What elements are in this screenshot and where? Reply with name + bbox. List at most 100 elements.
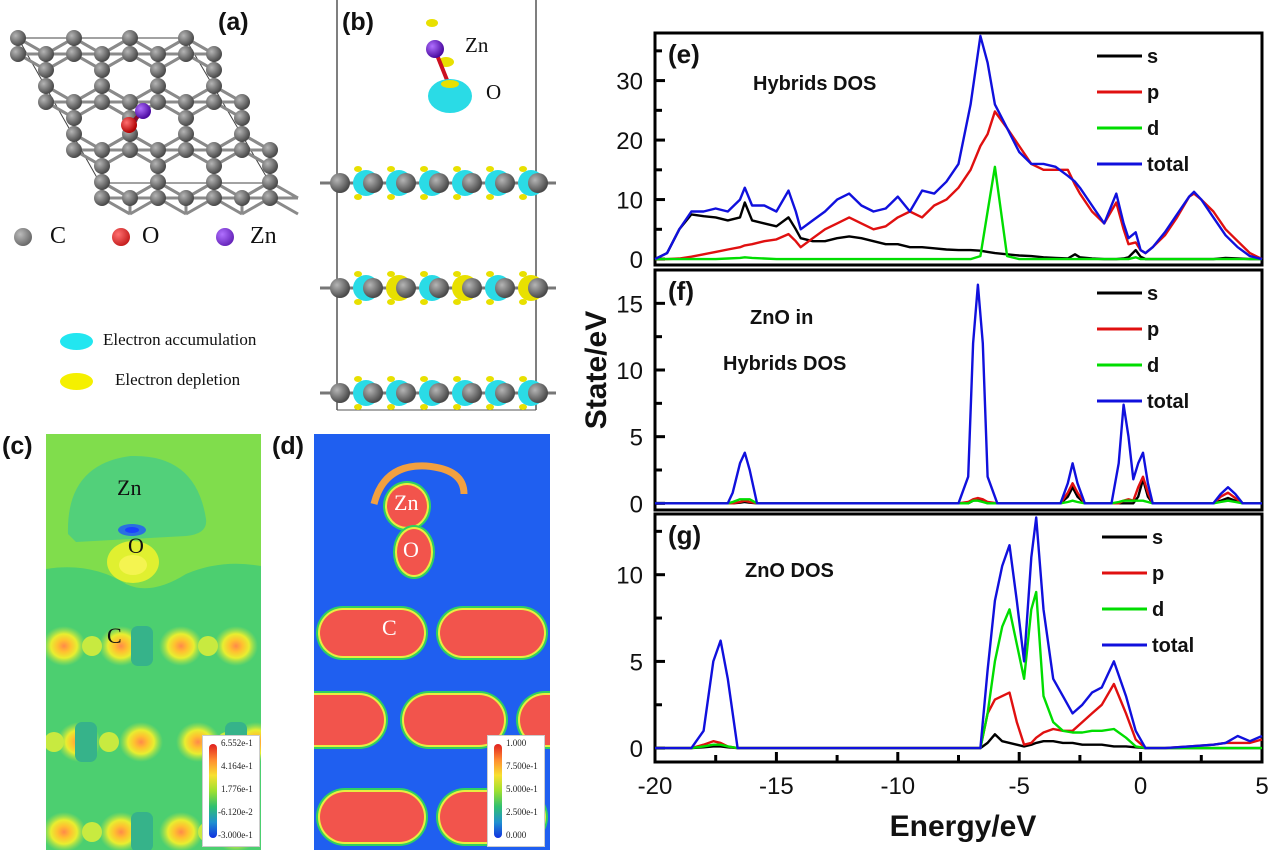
colorbar-tick: 1.776e-1	[221, 784, 253, 794]
carbon-atom	[528, 383, 548, 403]
o-label: O	[403, 537, 419, 562]
panel-label: (e)	[668, 39, 700, 69]
colorbar-tick: 5.000e-1	[506, 784, 538, 794]
dos-panel-f: 0 5 10 15 (f) ZnO in Hybrids DOS spd total	[616, 268, 1264, 518]
carbon-atom	[178, 110, 194, 126]
accumulation-lobe-o	[428, 79, 472, 113]
y-axis-label: State/eV	[580, 311, 613, 429]
plot-frame	[653, 268, 1264, 512]
x-tick-label: 5	[1255, 773, 1268, 800]
panel-c: (c) Zn O C 6.552e-1 4.164e-1 1.776e-1 -6…	[0, 430, 300, 850]
carbon-atom	[396, 383, 416, 403]
carbon-atom	[234, 142, 250, 158]
carbon-atom	[94, 190, 110, 206]
carbon-atom	[206, 78, 222, 94]
y-tick-label: 0	[630, 736, 643, 763]
colorbar-tick: 0.000	[506, 830, 527, 840]
carbon-atom	[495, 173, 515, 193]
plot-frame	[653, 512, 1264, 764]
y-tick-label: 10	[616, 358, 643, 385]
colorbar-tick: 2.500e-1	[506, 807, 538, 817]
y-tick-label: 20	[616, 128, 643, 155]
carbon-atom	[66, 94, 82, 110]
plot-frame	[653, 31, 1264, 267]
panel-title: ZnO in	[750, 307, 813, 329]
carbon-atom	[122, 30, 138, 46]
y-tick-label: 15	[616, 291, 643, 318]
panel-b-label: (b)	[342, 8, 374, 36]
carbon-atom	[150, 190, 166, 206]
carbon-atom	[206, 46, 222, 62]
carbon-atom	[178, 94, 194, 110]
carbon-atom	[462, 383, 482, 403]
series-total	[655, 516, 1263, 750]
carbon-atom	[206, 174, 222, 190]
o-label: O	[128, 533, 144, 558]
panel-b: (b) Zn O	[320, 0, 560, 420]
carbon-atom	[66, 126, 82, 142]
carbon-atom	[150, 174, 166, 190]
x-tick-label: -20	[638, 773, 673, 800]
carbon-atom	[122, 142, 138, 158]
carbon-atom	[396, 278, 416, 298]
carbon-atom	[66, 46, 82, 62]
zn-label: Zn	[394, 490, 419, 515]
carbon-atom	[122, 46, 138, 62]
c-label: C	[107, 623, 122, 648]
electron-localization-map	[314, 434, 550, 850]
carbon-atom	[122, 94, 138, 110]
carbon-atom	[206, 94, 222, 110]
panel-title: Hybrids DOS	[723, 353, 846, 375]
x-tick-label: -5	[1009, 773, 1030, 800]
y-tick-label: 30	[616, 69, 643, 96]
panel-title: Hybrids DOS	[753, 73, 876, 95]
panel-title: ZnO DOS	[745, 560, 834, 582]
zinc-legend-label: Zn	[250, 223, 277, 249]
zn-label: Zn	[117, 475, 142, 500]
carbon-atom	[262, 174, 278, 190]
colorbar-tick: 4.164e-1	[221, 761, 253, 771]
legend-label-p: p	[1147, 82, 1159, 104]
carbon-atom	[330, 383, 350, 403]
depletion-label: Electron depletion	[115, 370, 241, 389]
carbon-atom	[495, 278, 515, 298]
carbon-atom	[206, 190, 222, 206]
carbon-atom	[38, 78, 54, 94]
legend-label-d: d	[1147, 355, 1159, 377]
charge-density-difference-side-view	[320, 0, 556, 411]
carbon-atom	[38, 94, 54, 110]
carbon-atom	[462, 278, 482, 298]
carbon-atom	[178, 190, 194, 206]
carbon-lattice	[10, 30, 299, 216]
carbon-atom	[396, 173, 416, 193]
legend-label-p: p	[1152, 563, 1164, 585]
colorbar-tick: 7.500e-1	[506, 761, 538, 771]
y-tick-label: 10	[616, 188, 643, 215]
carbon-atom	[150, 62, 166, 78]
panel-c-label: (c)	[2, 432, 33, 460]
x-axis-label: Energy/eV	[890, 810, 1037, 843]
panel-a-label: (a)	[218, 8, 249, 36]
zn-label: Zn	[465, 33, 489, 57]
carbon-atom	[66, 142, 82, 158]
carbon-atom	[38, 46, 54, 62]
y-tick-label: 10	[616, 563, 643, 590]
graphene-zno-top-view	[10, 30, 299, 216]
series-total	[655, 283, 1262, 505]
carbon-atom	[234, 190, 250, 206]
carbon-atom	[363, 383, 383, 403]
legend-label-d: d	[1152, 599, 1164, 621]
carbon-atom	[234, 94, 250, 110]
colorbar-c: 6.552e-1 4.164e-1 1.776e-1 -6.120e-2 -3.…	[202, 735, 260, 847]
oxygen-legend-ball	[112, 228, 130, 246]
legend-label-s: s	[1147, 283, 1158, 305]
carbon-atom	[495, 383, 515, 403]
y-tick-label: 0	[630, 247, 643, 274]
dos-panel-e: 0 10 20 30 (e) Hybrids DOS spd total	[616, 31, 1264, 274]
accumulation-swatch	[60, 333, 93, 350]
carbon-atom	[94, 142, 110, 158]
depletion-swatch	[60, 373, 93, 390]
colorbar-d: 1.000 7.500e-1 5.000e-1 2.500e-1 0.000	[487, 735, 545, 847]
dos-chart-stack: State/eV Energy/eV 0 10 20 30 (e) Hybrids DOS…	[580, 31, 1269, 843]
carbon-atom	[330, 278, 350, 298]
